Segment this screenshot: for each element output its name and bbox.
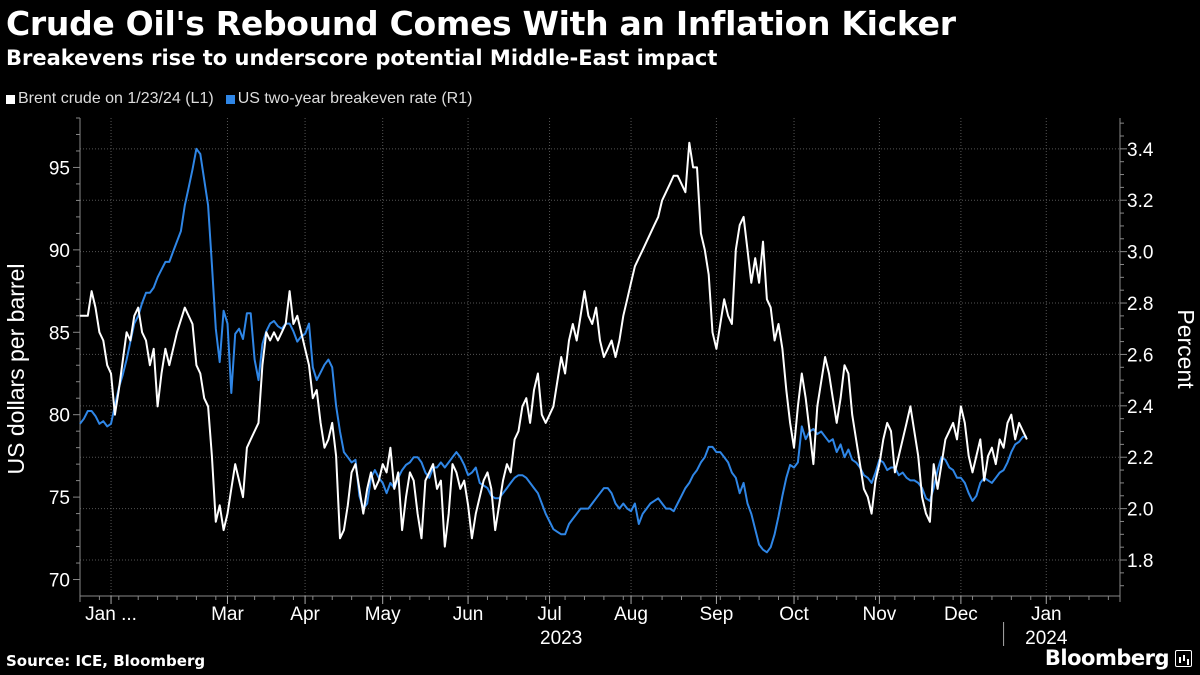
- x-axis-tick-label: Sep: [700, 604, 734, 625]
- legend-label-breakeven: US two-year breakeven rate (R1): [237, 90, 473, 107]
- x-axis-year-label: 2023: [540, 628, 582, 649]
- x-axis-tick-label: May: [365, 604, 401, 625]
- x-axis-tick-label: Jun: [453, 604, 484, 625]
- brent-crude-line: [80, 141, 1028, 548]
- legend-item-breakeven: US two-year breakeven rate (R1): [225, 90, 473, 108]
- right-axis-tick-label: 2.0: [1127, 500, 1153, 521]
- legend-swatch-brent: [6, 94, 15, 104]
- right-axis-tick-label: 1.8: [1127, 551, 1153, 572]
- brand-logo: Bloomberg: [1045, 646, 1192, 670]
- x-axis-tick-label: Oct: [779, 604, 809, 625]
- legend-label-brent: Brent crude on 1/23/24 (L1): [18, 90, 214, 107]
- right-axis-tick-label: 2.2: [1127, 448, 1153, 469]
- right-axis-tick-label: 2.8: [1127, 294, 1153, 315]
- legend-swatch-breakeven: [225, 94, 235, 104]
- legend-item-brent: Brent crude on 1/23/24 (L1): [6, 90, 214, 108]
- chart-subtitle: Breakevens rise to underscore potential …: [6, 46, 718, 70]
- x-axis-tick-label: Apr: [290, 604, 320, 625]
- right-axis-tick-label: 2.6: [1127, 345, 1153, 366]
- right-axis-tick-label: 3.2: [1127, 191, 1153, 212]
- x-axis-tick-label: Jan: [1031, 604, 1062, 625]
- right-axis-tick-label: 3.0: [1127, 243, 1153, 264]
- breakeven-rate-line: [79, 147, 1027, 554]
- x-axis-tick-label: Mar: [211, 604, 244, 625]
- chart-title: Crude Oil's Rebound Comes With an Inflat…: [6, 4, 956, 43]
- left-axis-tick-label: 75: [49, 488, 70, 509]
- left-axis-title: US dollars per barrel: [3, 264, 29, 475]
- left-axis-tick-label: 85: [49, 323, 70, 344]
- brand-name: Bloomberg: [1044, 646, 1170, 670]
- left-axis-tick-label: 70: [49, 571, 70, 592]
- left-axis-tick-label: 90: [49, 241, 70, 262]
- left-axis-tick-label: 95: [49, 158, 70, 179]
- x-axis-year-label: 2024: [1025, 628, 1068, 649]
- x-axis-tick-label: Dec: [944, 604, 978, 625]
- right-axis-title: Percent: [1173, 309, 1199, 389]
- left-axis-tick-label: 80: [49, 406, 70, 427]
- legend: Brent crude on 1/23/24 (L1) US two-year …: [6, 90, 472, 108]
- x-axis-tick-label: Nov: [863, 604, 897, 625]
- chart-icon: [1175, 649, 1192, 667]
- x-axis-tick-label: Jan ...: [85, 604, 137, 625]
- right-axis-tick-label: 2.4: [1127, 397, 1154, 418]
- x-axis-tick-label: Aug: [614, 604, 648, 625]
- x-axis-tick-label: Jul: [537, 604, 561, 625]
- source-note: Source: ICE, Bloomberg: [6, 652, 206, 670]
- right-axis-tick-label: 3.4: [1127, 140, 1154, 161]
